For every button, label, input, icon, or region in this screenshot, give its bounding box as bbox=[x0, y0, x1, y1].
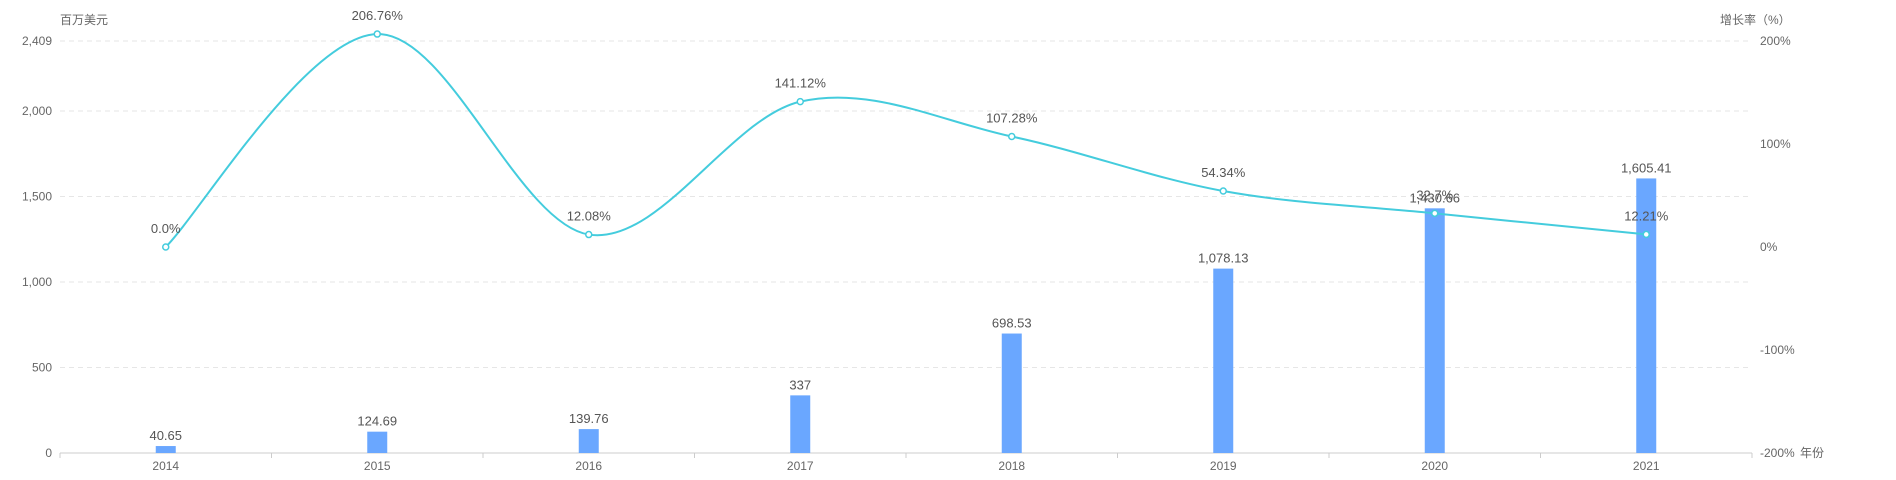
bar-value-label: 40.65 bbox=[149, 428, 182, 443]
bar bbox=[1001, 333, 1022, 453]
right-tick-label: 100% bbox=[1760, 137, 1791, 151]
growth-rate-point bbox=[1642, 230, 1650, 239]
x-tick-label: 2020 bbox=[1421, 459, 1448, 473]
bar-value-label: 1,430.66 bbox=[1409, 190, 1460, 205]
x-tick-label: 2016 bbox=[575, 459, 602, 473]
bar-value-label: 139.76 bbox=[569, 411, 609, 426]
bar bbox=[578, 429, 599, 453]
growth-rate-label: 141.12% bbox=[775, 76, 827, 91]
bar-value-label: 124.69 bbox=[357, 414, 397, 429]
x-tick-label: 2018 bbox=[998, 459, 1025, 473]
growth-rate-label: 206.76% bbox=[352, 8, 404, 23]
growth-rate-label: 12.21% bbox=[1624, 208, 1669, 223]
growth-rate-label: 0.0% bbox=[151, 221, 181, 236]
bar-value-label: 1,078.13 bbox=[1198, 251, 1249, 266]
growth-rate-point bbox=[1431, 209, 1439, 218]
x-tick-label: 2019 bbox=[1210, 459, 1237, 473]
x-tick-label: 2017 bbox=[787, 459, 814, 473]
x-axis-title: 年份 bbox=[1800, 446, 1824, 460]
bar bbox=[155, 446, 176, 453]
right-tick-label: 0% bbox=[1760, 240, 1778, 254]
bar-value-label: 337 bbox=[789, 377, 811, 392]
line-series bbox=[162, 30, 1650, 251]
growth-rate-point bbox=[1219, 187, 1227, 195]
left-tick-label: 2,409 bbox=[22, 34, 52, 48]
data-labels: 40.65 124.69 139.76 337 698.53 1,078.13 1,430.… bbox=[149, 8, 1671, 443]
bar bbox=[1636, 178, 1657, 453]
grid-lines bbox=[60, 40, 1752, 368]
growth-rate-point bbox=[162, 243, 170, 251]
growth-rate-point bbox=[1008, 132, 1016, 141]
growth-rate-point bbox=[796, 97, 804, 106]
x-tick-label: 2015 bbox=[364, 459, 391, 473]
growth-rate-label: 107.28% bbox=[986, 111, 1038, 126]
left-tick-label: 0 bbox=[45, 446, 52, 460]
right-tick-label: -100% bbox=[1760, 343, 1795, 357]
growth-rate-line bbox=[165, 33, 1647, 248]
bar bbox=[1213, 268, 1234, 453]
left-tick-label: 500 bbox=[32, 360, 52, 374]
growth-rate-label: 12.08% bbox=[567, 209, 612, 224]
bar-value-label: 1,605.41 bbox=[1621, 160, 1672, 175]
bar bbox=[367, 431, 388, 453]
left-axis-title: 百万美元 bbox=[60, 13, 108, 27]
bar bbox=[1424, 208, 1445, 453]
axes: 百万美元 增长率（%） 年份 0 500 1,000 1,500 2,000 2,409 -… bbox=[22, 12, 1824, 473]
left-tick-label: 1,500 bbox=[22, 189, 52, 203]
bar-series bbox=[155, 178, 1657, 453]
left-tick-label: 2,000 bbox=[22, 104, 52, 118]
bar bbox=[790, 395, 811, 453]
right-axis-title: 增长率（%） bbox=[1720, 12, 1791, 27]
right-tick-label: 200% bbox=[1760, 34, 1791, 48]
left-tick-label: 1,000 bbox=[22, 275, 52, 289]
right-tick-label: -200% bbox=[1760, 446, 1795, 460]
x-tick-label: 2014 bbox=[152, 459, 179, 473]
growth-rate-label: 54.34% bbox=[1201, 165, 1246, 180]
growth-rate-label: 32.7% bbox=[1416, 187, 1453, 202]
growth-rate-point bbox=[373, 30, 381, 38]
bar-value-label: 698.53 bbox=[992, 316, 1032, 331]
growth-rate-point bbox=[585, 230, 593, 239]
x-tick-label: 2021 bbox=[1633, 459, 1660, 473]
